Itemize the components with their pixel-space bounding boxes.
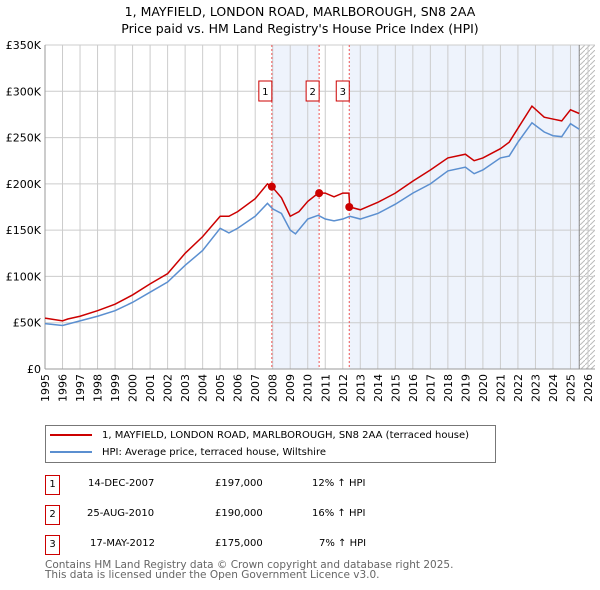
x-tick-label: 2025 — [564, 374, 577, 402]
x-tick-label: 2019 — [459, 374, 472, 402]
x-tick-label: 2002 — [162, 374, 175, 402]
x-tick-label: 2011 — [319, 374, 332, 402]
x-tick-label: 2021 — [494, 374, 507, 402]
x-tick-label: 1998 — [92, 374, 105, 402]
sale-point — [315, 189, 324, 198]
sale-hpi-diff: 12% ↑ HPI — [312, 478, 366, 489]
legend: 1, MAYFIELD, LONDON ROAD, MARLBOROUGH, S… — [45, 425, 496, 463]
x-tick-label: 1996 — [57, 374, 70, 402]
x-tick-label: 2020 — [477, 374, 490, 402]
x-tick-label: 2012 — [337, 374, 350, 402]
x-tick-label: 2009 — [284, 374, 297, 402]
sale-marker-number: 3 — [340, 87, 346, 98]
sale-marker-label: 1 — [45, 475, 60, 495]
y-tick-label: £200K — [6, 178, 42, 191]
chart-title: 1, MAYFIELD, LONDON ROAD, MARLBOROUGH, S… — [124, 4, 476, 19]
x-tick-label: 2016 — [407, 374, 420, 402]
sale-date: 17-MAY-2012 — [90, 538, 156, 549]
y-tick-label: £150K — [6, 224, 42, 237]
x-tick-label: 2001 — [144, 374, 157, 402]
x-tick-label: 2013 — [354, 374, 367, 402]
x-tick-label: 2024 — [547, 374, 560, 402]
sale-row: 3 17-MAY-2012 £175,000 7% ↑ HPI — [45, 535, 445, 555]
sale-marker-box — [258, 80, 273, 102]
sale-date: 25-AUG-2010 — [87, 508, 155, 519]
y-tick-label: £100K — [6, 270, 42, 283]
sale-price: £175,000 — [215, 538, 263, 549]
legend-label-property: 1, MAYFIELD, LONDON ROAD, MARLBOROUGH, S… — [102, 429, 470, 441]
x-tick-label: 1997 — [74, 374, 87, 402]
x-tick-label: 2010 — [302, 374, 315, 402]
forecast-hatch — [579, 45, 595, 369]
sale-price: £197,000 — [215, 478, 263, 489]
sale-hpi-diff: 7% ↑ HPI — [319, 538, 367, 549]
x-tick-label: 1999 — [109, 374, 122, 402]
footer-licence: This data is licensed under the Open Gov… — [45, 569, 380, 581]
x-tick-label: 1995 — [39, 374, 52, 402]
shaded-period — [349, 45, 580, 369]
footer: Contains HM Land Registry data © Crown c… — [45, 559, 454, 581]
sale-marker-number: 1 — [262, 87, 268, 98]
sale-point — [345, 203, 354, 211]
sale-marker-box — [335, 80, 350, 102]
x-tick-label: 2007 — [249, 374, 262, 402]
x-tick-label: 2017 — [424, 374, 437, 402]
sale-marker-box — [305, 80, 320, 102]
x-tick-label: 2006 — [232, 374, 245, 402]
x-tick-label: 2015 — [389, 374, 402, 402]
y-tick-label: £350K — [6, 39, 42, 52]
x-tick-label: 2000 — [127, 374, 140, 402]
x-tick-label: 2004 — [197, 374, 210, 402]
y-tick-label: £0 — [27, 363, 41, 376]
sale-price: £190,000 — [215, 508, 263, 519]
legend-swatch-property — [50, 434, 92, 436]
y-tick-label: £300K — [6, 85, 42, 98]
x-tick-label: 2003 — [179, 374, 192, 402]
sale-marker-label: 2 — [45, 505, 60, 525]
x-tick-label: 2023 — [529, 374, 542, 402]
sale-hpi-diff: 16% ↑ HPI — [312, 508, 366, 519]
x-tick-label: 2008 — [267, 374, 280, 402]
y-tick-label: £250K — [6, 132, 42, 145]
y-tick-label: £50K — [13, 317, 42, 330]
plot-area: 1995 1996 1997 1998 1999 2000 2001 2002 2003 2004… — [6, 39, 595, 402]
property-price-line — [44, 104, 580, 322]
legend-label-hpi: HPI: Average price, terraced house, Wilt… — [102, 446, 326, 458]
hpi-line — [44, 121, 580, 327]
chart-subtitle: Price paid vs. HM Land Registry's House … — [121, 21, 479, 36]
x-tick-label: 2005 — [214, 374, 227, 402]
footer-copyright: Contains HM Land Registry data © Crown c… — [45, 559, 454, 571]
sale-row: 1 14-DEC-2007 £197,000 12% ↑ HPI — [45, 475, 445, 495]
sale-marker-number: 2 — [309, 87, 315, 98]
x-tick-label: 2026 — [582, 374, 595, 402]
sale-point — [267, 182, 276, 191]
x-tick-label: 2018 — [442, 374, 455, 402]
sale-row: 2 25-AUG-2010 £190,000 16% ↑ HPI — [45, 505, 445, 525]
sale-date: 14-DEC-2007 — [88, 478, 155, 489]
x-tick-label: 2014 — [372, 374, 385, 402]
x-tick-label: 2022 — [512, 374, 525, 402]
legend-swatch-hpi — [50, 451, 92, 453]
sale-marker-label: 3 — [45, 535, 60, 555]
